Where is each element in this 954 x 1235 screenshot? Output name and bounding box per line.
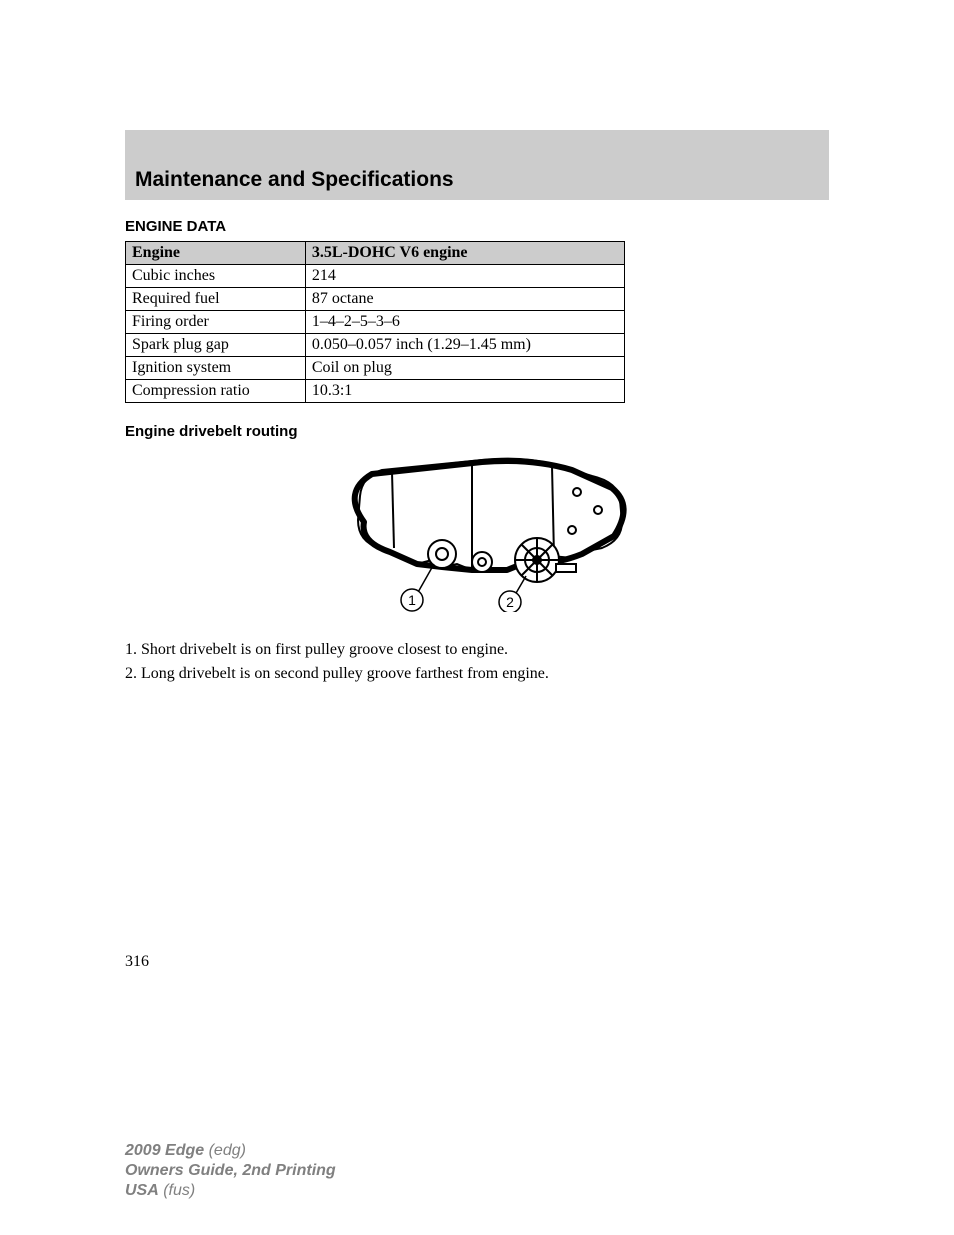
- table-row: Required fuel 87 octane: [126, 288, 625, 311]
- table-cell-value: Coil on plug: [305, 357, 624, 380]
- subheading: Engine drivebelt routing: [125, 423, 829, 440]
- footer: 2009 Edge (edg) Owners Guide, 2nd Printi…: [0, 1031, 954, 1201]
- table-cell-value: 87 octane: [305, 288, 624, 311]
- footer-model: 2009 Edge: [125, 1142, 204, 1159]
- page-number: 316: [125, 953, 829, 971]
- section-heading: ENGINE DATA: [125, 218, 829, 235]
- table-cell-label: Cubic inches: [126, 265, 306, 288]
- diagram-callout-2: 2: [506, 594, 514, 610]
- table-cell-value: 214: [305, 265, 624, 288]
- table-cell-value: 10.3:1: [305, 380, 624, 403]
- footer-region: USA: [125, 1182, 159, 1199]
- note-1: 1. Short drivebelt is on first pulley gr…: [125, 641, 829, 659]
- footer-line-1: 2009 Edge (edg): [125, 1141, 954, 1161]
- header-band: Maintenance and Specifications: [125, 130, 829, 200]
- table-row: Spark plug gap 0.050–0.057 inch (1.29–1.…: [126, 334, 625, 357]
- table-row: Firing order 1–4–2–5–3–6: [126, 311, 625, 334]
- footer-region-code: (fus): [159, 1182, 195, 1199]
- page-title: Maintenance and Specifications: [135, 168, 819, 192]
- table-row: Cubic inches 214: [126, 265, 625, 288]
- table-cell-value: 0.050–0.057 inch (1.29–1.45 mm): [305, 334, 624, 357]
- note-2: 2. Long drivebelt is on second pulley gr…: [125, 665, 829, 683]
- drivebelt-diagram: 1 2: [125, 452, 829, 617]
- table-header-row: Engine 3.5L-DOHC V6 engine: [126, 242, 625, 265]
- engine-data-table: Engine 3.5L-DOHC V6 engine Cubic inches …: [125, 241, 625, 403]
- footer-model-code: (edg): [204, 1142, 246, 1159]
- diagram-callout-1: 1: [408, 592, 416, 608]
- table-cell-label: Ignition system: [126, 357, 306, 380]
- table-row: Ignition system Coil on plug: [126, 357, 625, 380]
- table-row: Compression ratio 10.3:1: [126, 380, 625, 403]
- footer-line-3: USA (fus): [125, 1181, 954, 1201]
- table-cell-label: Spark plug gap: [126, 334, 306, 357]
- table-header-cell: 3.5L-DOHC V6 engine: [305, 242, 624, 265]
- table-cell-value: 1–4–2–5–3–6: [305, 311, 624, 334]
- table-cell-label: Compression ratio: [126, 380, 306, 403]
- table-cell-label: Firing order: [126, 311, 306, 334]
- footer-line-2: Owners Guide, 2nd Printing: [125, 1161, 954, 1181]
- table-header-cell: Engine: [126, 242, 306, 265]
- drivebelt-routing-svg: 1 2: [322, 452, 632, 612]
- table-cell-label: Required fuel: [126, 288, 306, 311]
